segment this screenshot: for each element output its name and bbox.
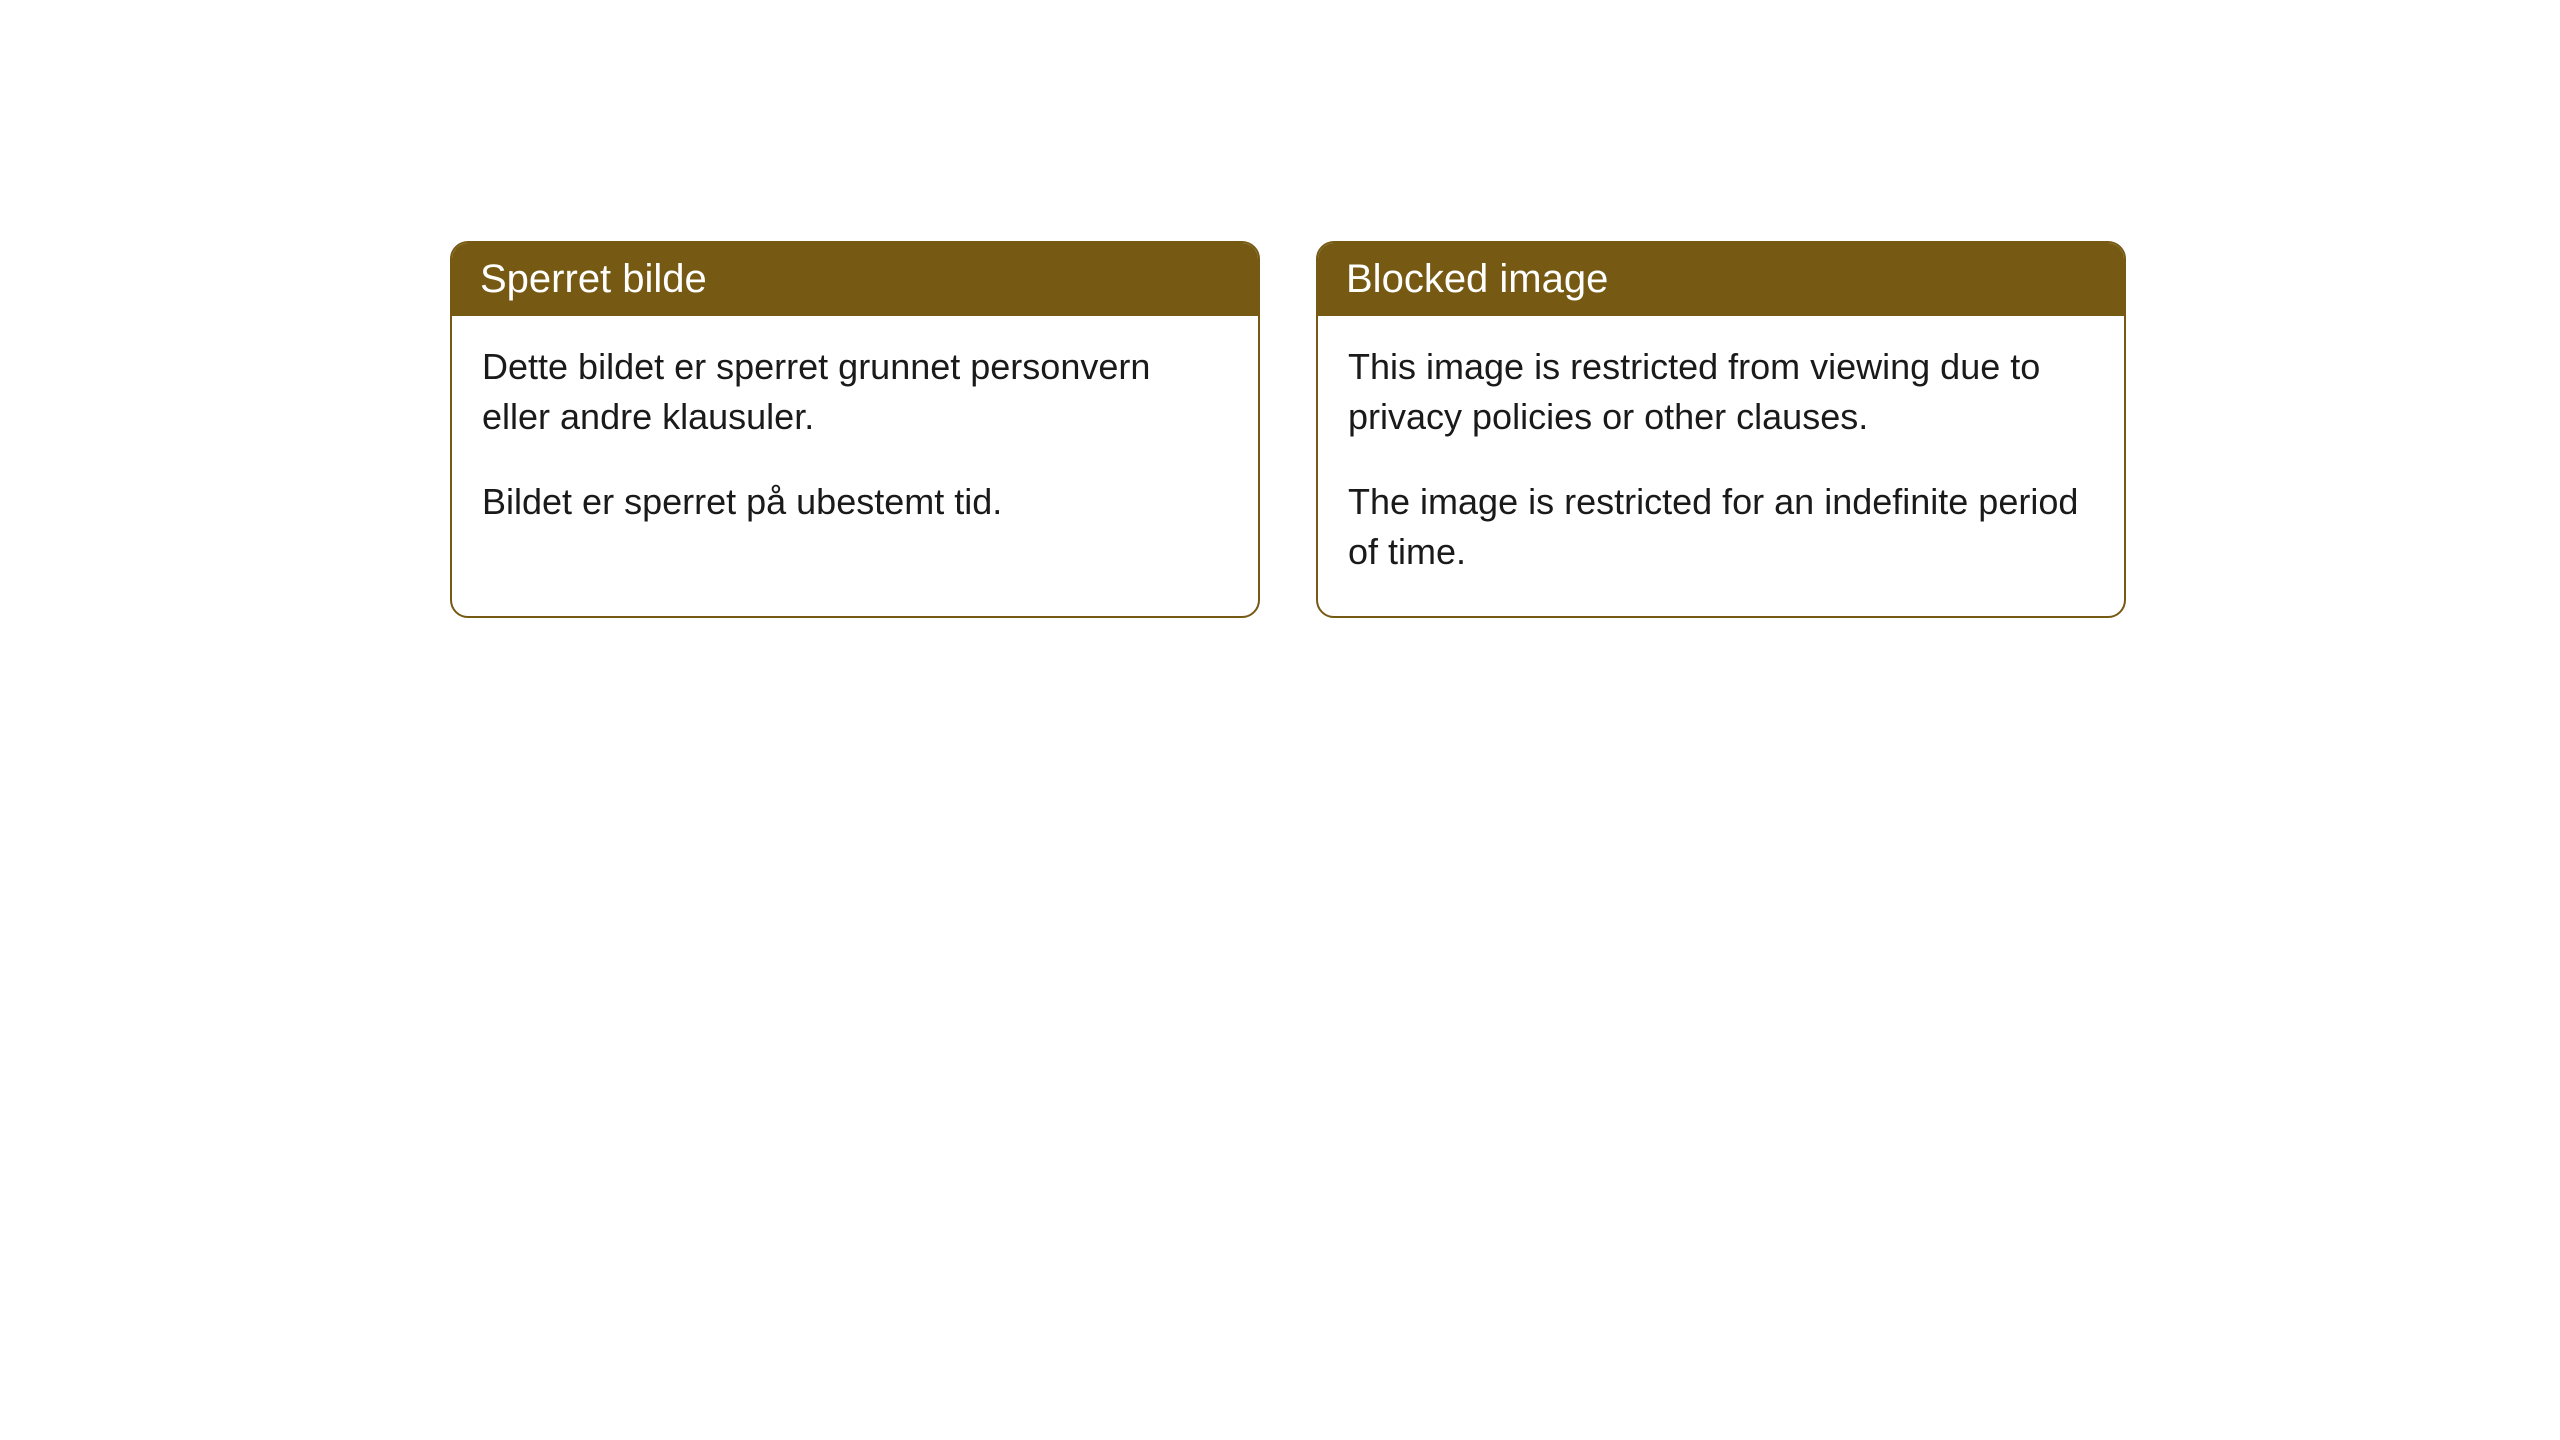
card-header-english: Blocked image xyxy=(1318,243,2124,316)
card-paragraph: This image is restricted from viewing du… xyxy=(1348,342,2094,443)
card-paragraph: Dette bildet er sperret grunnet personve… xyxy=(482,342,1228,443)
card-body-english: This image is restricted from viewing du… xyxy=(1318,316,2124,616)
card-title: Sperret bilde xyxy=(480,257,707,301)
card-paragraph: The image is restricted for an indefinit… xyxy=(1348,477,2094,578)
notice-cards-container: Sperret bilde Dette bildet er sperret gr… xyxy=(450,241,2560,618)
card-title: Blocked image xyxy=(1346,257,1608,301)
blocked-image-card-english: Blocked image This image is restricted f… xyxy=(1316,241,2126,618)
card-paragraph: Bildet er sperret på ubestemt tid. xyxy=(482,477,1228,527)
card-body-norwegian: Dette bildet er sperret grunnet personve… xyxy=(452,316,1258,565)
blocked-image-card-norwegian: Sperret bilde Dette bildet er sperret gr… xyxy=(450,241,1260,618)
card-header-norwegian: Sperret bilde xyxy=(452,243,1258,316)
